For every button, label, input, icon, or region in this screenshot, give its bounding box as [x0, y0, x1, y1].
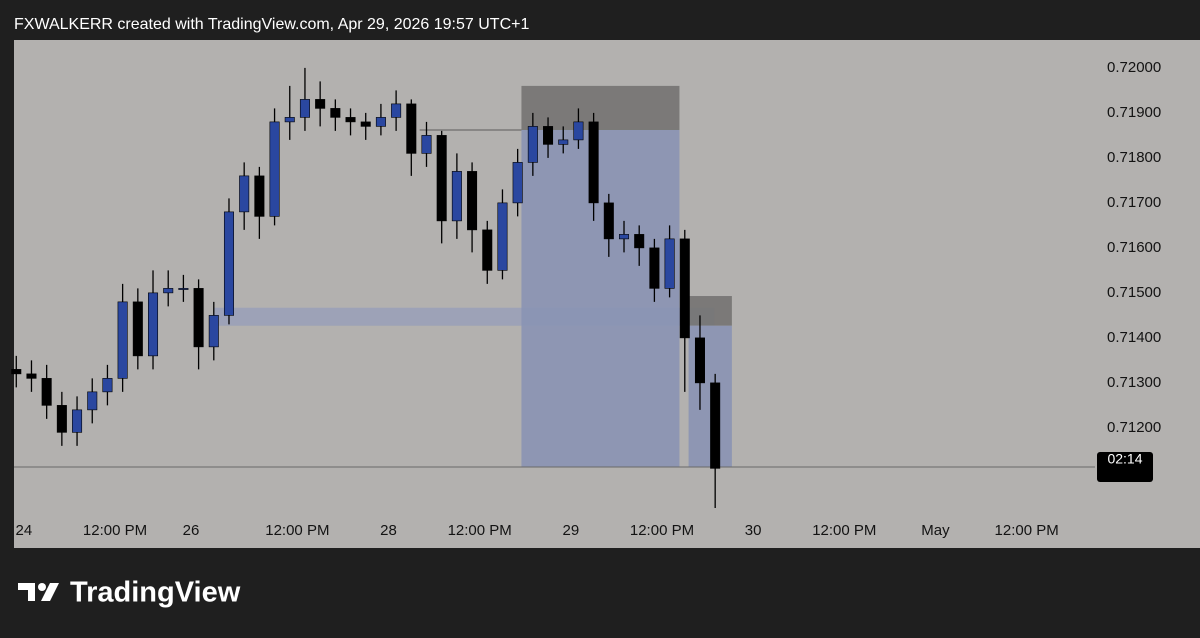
x-tick-label: 24 — [16, 522, 33, 539]
candle-body — [588, 121, 599, 204]
candle-body — [664, 238, 675, 289]
candle-body — [497, 202, 508, 271]
candle-body — [603, 202, 614, 240]
y-tick-label: 0.71600 — [1107, 239, 1161, 256]
plot: 0.71200 0.71300 0.71400 0.71500 0.71600 0.717… — [11, 59, 1161, 539]
x-tick-label: 12:00 PM — [448, 522, 512, 539]
header: FXWALKERR created with TradingView.com, … — [14, 16, 529, 33]
candle-body — [345, 117, 356, 123]
candle-body — [269, 121, 280, 217]
x-tick-label: 12:00 PM — [812, 522, 876, 539]
candle-body — [178, 288, 189, 290]
logo-slash — [41, 583, 59, 601]
logo-t — [18, 583, 35, 601]
candle-body — [694, 337, 705, 384]
candle-body — [26, 373, 37, 379]
candle-body — [223, 211, 234, 316]
logo — [18, 583, 59, 601]
x-tick-label: 12:00 PM — [265, 522, 329, 539]
y-tick-label: 0.71200 — [1107, 419, 1161, 436]
brand: TradingView — [70, 577, 241, 609]
candle-body — [87, 391, 98, 411]
y-tick-label: 0.71800 — [1107, 149, 1161, 166]
candle-body — [72, 409, 83, 433]
candle-body — [102, 378, 113, 393]
candle-body — [208, 315, 219, 348]
y-tick-label: 0.71500 — [1107, 284, 1161, 301]
candle-body — [11, 369, 22, 375]
candle-body — [451, 171, 462, 222]
candle-body — [163, 288, 174, 294]
y-tick-label: 0.71400 — [1107, 329, 1161, 346]
zone — [688, 296, 732, 326]
x-tick-label: 12:00 PM — [995, 522, 1059, 539]
candle-body — [56, 405, 67, 433]
candle-body — [436, 135, 447, 222]
x-tick-label: May — [921, 522, 950, 539]
candle-body — [482, 229, 493, 271]
candle-body — [527, 126, 538, 163]
candle-body — [634, 234, 645, 249]
candle-body — [330, 108, 341, 118]
candle-body — [391, 103, 402, 118]
candle-body — [710, 382, 721, 469]
countdown-box — [1097, 452, 1153, 483]
y-tick-label: 0.71700 — [1107, 194, 1161, 211]
x-tick-label: 12:00 PM — [630, 522, 694, 539]
candle-body — [421, 135, 432, 154]
x-tick-label: 26 — [183, 522, 200, 539]
candle-body — [558, 139, 569, 145]
x-tick-label: 29 — [562, 522, 579, 539]
y-tick-label: 0.72000 — [1107, 59, 1161, 76]
candle-body — [239, 175, 250, 213]
candle-body — [132, 301, 143, 357]
x-tick-label: 12:00 PM — [83, 522, 147, 539]
candle-body — [41, 378, 52, 406]
candle-body — [467, 171, 478, 231]
zone — [521, 129, 680, 468]
candle-body — [375, 117, 386, 127]
candle-body — [649, 247, 660, 289]
candle-body — [117, 301, 128, 379]
zone — [521, 85, 680, 130]
candle-body — [284, 117, 295, 123]
candle-body — [618, 234, 630, 240]
y-tick-label: 0.71300 — [1107, 374, 1161, 391]
candle-body — [543, 126, 554, 145]
logo-dot — [38, 583, 46, 591]
candle-body — [573, 121, 584, 141]
x-tick-label: 28 — [380, 522, 397, 539]
candle-body — [299, 99, 310, 118]
candle-body — [254, 175, 265, 217]
candle-body — [315, 99, 326, 109]
candle-body — [406, 103, 417, 154]
y-tick-label: 0.71900 — [1107, 104, 1161, 121]
candle-body — [193, 288, 204, 348]
candle-body — [512, 162, 523, 204]
candle-body — [148, 292, 159, 357]
x-tick-label: 30 — [745, 522, 762, 539]
candle-body — [679, 238, 690, 339]
countdown: 02:14 — [1107, 451, 1142, 467]
candle-body — [360, 121, 371, 127]
